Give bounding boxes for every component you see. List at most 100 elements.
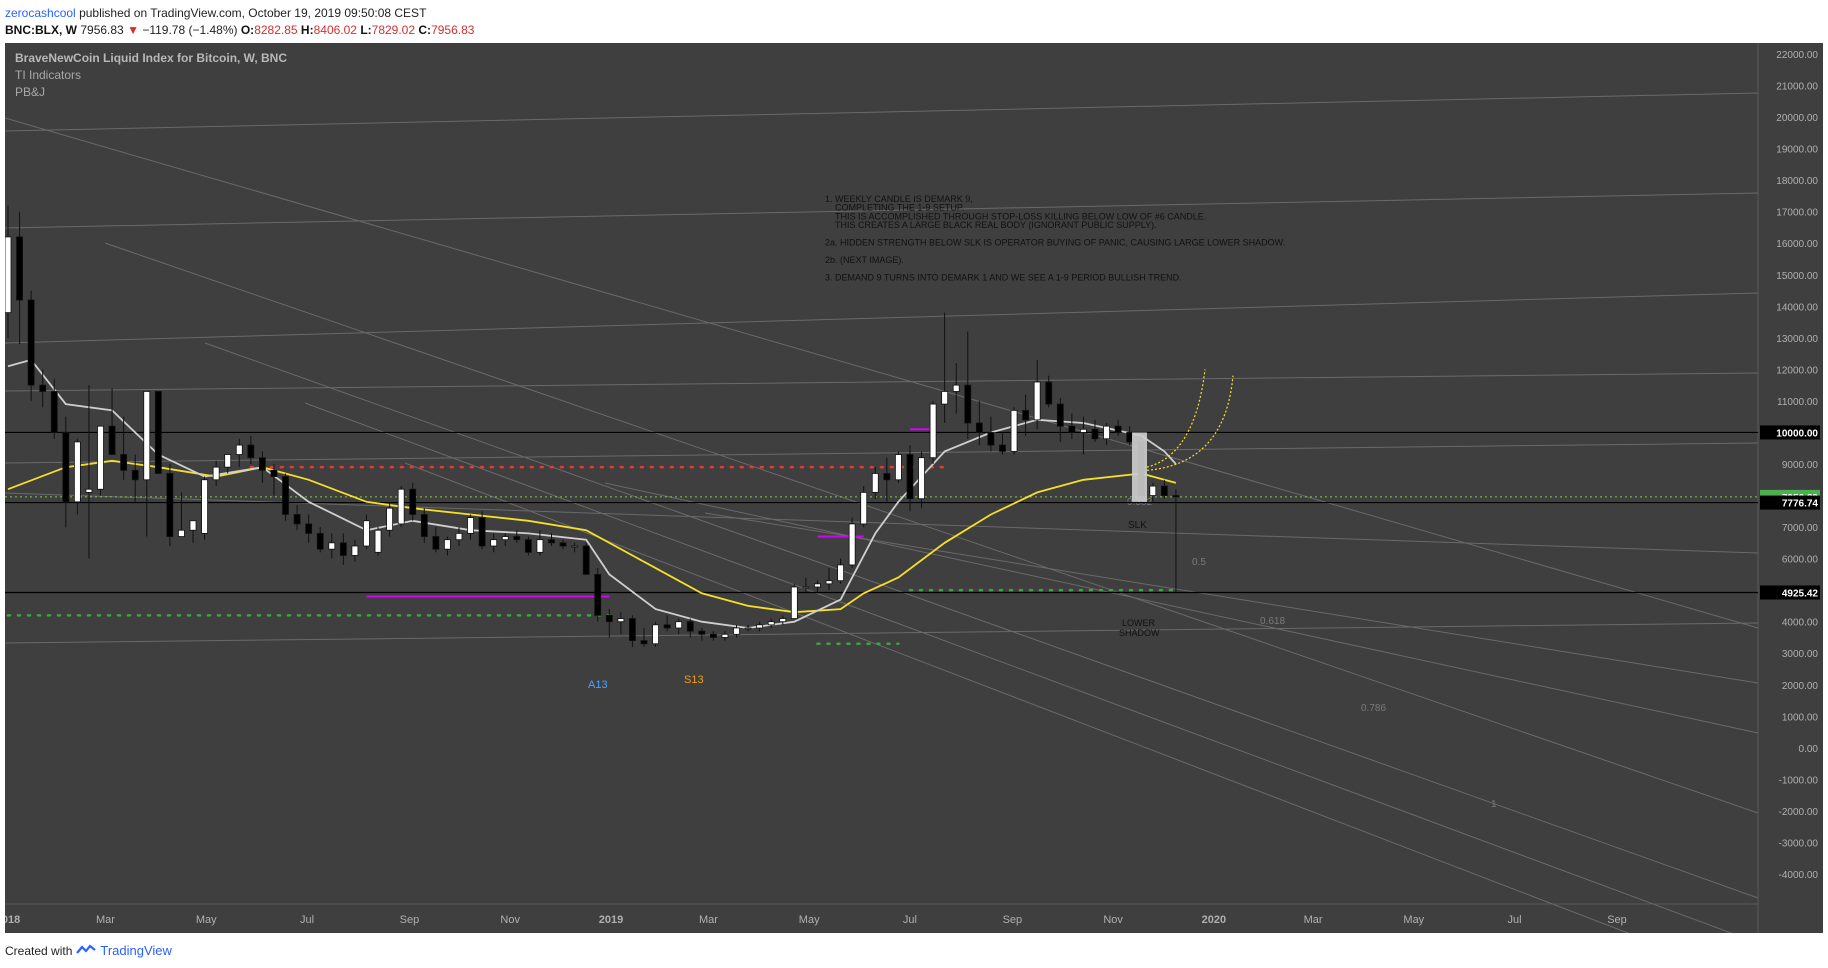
projection-curve [1146,375,1234,471]
created-with-text: Created with [5,943,73,958]
candle-body [559,542,567,547]
slk-label: SLK [1128,520,1147,531]
candle-body [987,432,995,446]
annotation-line: COMPLETING THE 1-9 SETUP. [825,203,964,213]
trendline [4,442,1759,464]
candle-body [1056,403,1064,427]
trendline [404,462,1721,968]
candle-body [709,633,717,638]
price-badge-label: 4925.42 [1782,589,1819,600]
candle-body [663,624,671,629]
chart-background [5,43,1823,933]
fib-level-label: 0.5 [1192,557,1206,568]
candle-body [686,621,694,632]
candle-body [652,624,659,645]
candle-body [1045,381,1053,405]
price-change: −119.78 (−1.48%) [142,23,238,37]
candle-body [201,479,208,534]
trendline [4,292,1759,344]
y-tick-label: 1000.00 [1782,712,1819,723]
candle-body [189,520,197,531]
candle-body [328,542,336,550]
y-tick-label: 13000.00 [1776,334,1818,345]
y-tick-label: 16000.00 [1776,239,1818,250]
candle-body [1080,428,1087,433]
trendline [4,622,1759,644]
candle-body [883,473,891,481]
candle-body [1010,409,1018,452]
candle-body [467,517,474,534]
trendline [104,242,1759,814]
x-tick-label: 2019 [599,914,623,926]
x-tick-label: May [1403,914,1424,926]
candle-body [420,514,428,537]
x-tick-label: May [196,914,217,926]
indicator-ti-label[interactable]: TI Indicators [15,68,81,82]
fib-level-label: 0.786 [1361,703,1386,714]
x-tick-label: Mar [699,914,718,926]
symbol-line: BNC:BLX, W 7956.83 ▼ −119.78 (−1.48%) O:… [5,22,474,39]
candle-body [790,586,798,619]
candle-body [825,580,833,585]
tradingview-link[interactable]: TradingView [100,943,172,958]
trendlines [4,92,1759,968]
x-tick-label: Sep [1003,914,1023,926]
price-badge-label: 7776.74 [1782,499,1819,510]
y-tick-label: -1000.00 [1779,775,1819,786]
annotation-line: 2b. (NEXT IMAGE). [825,255,904,265]
candle-body [1033,381,1041,421]
y-tick-label: 17000.00 [1776,208,1818,219]
candle-body [85,488,93,493]
horizontal-levels [5,431,1758,594]
y-tick-label: 0.00 [1799,744,1819,755]
candle-body [629,618,636,642]
down-arrow-icon: ▼ [127,23,139,37]
candle-body [351,545,359,556]
price-badge [1760,425,1820,440]
candle-body [767,621,775,626]
candle-body [166,473,174,537]
lower-shadow-label-2: SHADOW [1119,628,1160,638]
time-axis: 2018 Mar May Jul Sep Nov 2019 Mar May Jul Sep Nov 20… [0,914,1627,926]
candle-body [154,391,162,474]
candle-body [1022,409,1030,421]
fib-level-label: 1 [1491,799,1497,810]
publish-header: zerocashcool published on TradingView.co… [5,5,474,39]
candle-body [848,523,856,566]
candle-body [721,633,729,638]
price-axis-background [1758,43,1823,933]
annotation-line: 2a. HIDDEN STRENGTH BELOW SLK IS OPERATO… [825,238,1285,248]
trendline [704,512,1759,684]
x-tick-label: 2018 [5,914,20,926]
footer: Created with TradingView [5,943,172,958]
close-label: C: [418,23,432,37]
candle-body [490,539,498,547]
y-tick-label: -4000.00 [1779,870,1819,881]
author-link[interactable]: zerocashcool [5,6,76,20]
open-label: O: [240,23,255,37]
candle-body [906,454,914,500]
y-tick-label: 20000.00 [1776,113,1818,124]
candle-body [929,403,937,459]
candle-body [698,630,706,635]
moving-average-line [7,459,1177,614]
candle-body [282,476,289,515]
candle-body [293,514,301,525]
low-label: L: [360,23,372,37]
candle-body [178,529,185,537]
x-tick-label: Jul [300,914,314,926]
symbol-label: BNC:BLX, W [5,23,77,37]
candle-body [675,621,683,629]
x-tick-label: Jul [903,914,917,926]
candle-body [39,384,47,392]
last-price: 7956.83 [80,23,124,37]
candle-body [363,520,370,547]
candle-body [895,454,902,481]
indicator-pbj-label[interactable]: PB&J [15,85,45,99]
annotation-line: 3. DEMAND 9 TURNS INTO DEMARK 1 AND WE S… [825,272,1182,282]
published-text: published on TradingView.com, October 19… [79,6,427,20]
candle-body [605,614,613,623]
candle-body [1160,485,1168,496]
